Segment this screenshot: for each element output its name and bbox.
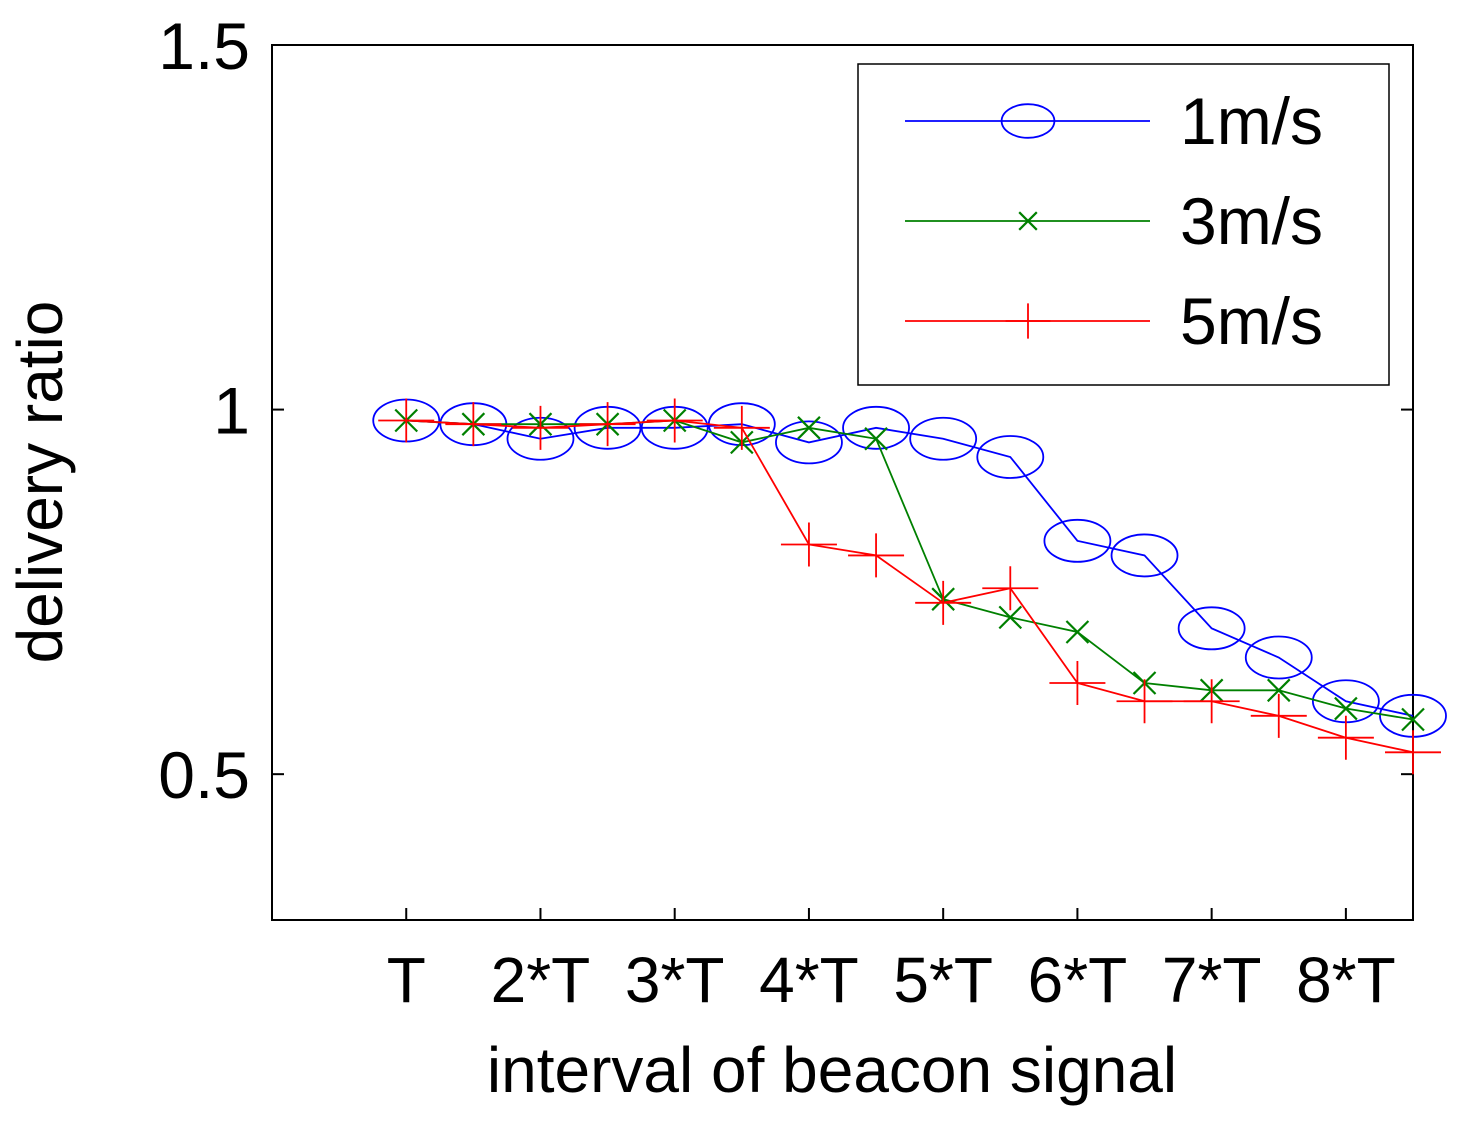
x-axis-label: interval of beacon signal <box>487 1034 1177 1106</box>
data-point-plus <box>1250 693 1307 738</box>
data-point-plus <box>1116 679 1173 724</box>
x-axis: T 2*T 3*T 4*T 5*T 6*T 7*T 8*T <box>387 908 1396 1016</box>
data-point-plus <box>445 402 502 447</box>
data-point-circle <box>842 405 910 450</box>
data-point-circle <box>1110 533 1179 578</box>
plot-area-frame <box>271 44 1414 921</box>
data-point-circle <box>1244 635 1313 680</box>
data-point-plus <box>378 398 435 443</box>
y-axis: 0.5 1 1.5 <box>158 9 1413 812</box>
data-point-plus <box>512 405 569 450</box>
data-point-plus <box>1183 679 1240 724</box>
data-point-plus <box>646 398 703 443</box>
data-point-x <box>864 426 888 451</box>
data-point-x <box>998 605 1023 630</box>
data-point-circle <box>1043 518 1112 563</box>
data-point-circle <box>909 416 978 461</box>
legend-label: 5m/s <box>1180 284 1323 358</box>
data-point-plus <box>713 405 770 450</box>
legend: 1m/s 3m/s 5m/s <box>857 63 1390 386</box>
data-point-plus <box>848 533 905 578</box>
data-point-x <box>1266 678 1291 703</box>
legend-item: 1m/s <box>905 84 1323 158</box>
series-5m/s <box>378 398 1441 775</box>
y-axis-label: delivery ratio <box>4 301 76 664</box>
data-point-plus <box>1385 730 1441 775</box>
data-point-circle <box>976 435 1045 479</box>
data-point-x <box>797 416 821 440</box>
data-point-plus <box>780 522 837 567</box>
x-tick-label: T <box>387 944 426 1016</box>
data-point-x <box>1334 696 1358 721</box>
x-tick-label: 5*T <box>893 944 993 1016</box>
x-tick-label: 4*T <box>759 944 859 1016</box>
y-tick-label: 1 <box>213 374 250 448</box>
data-point-x <box>1018 211 1038 231</box>
x-tick-label: 7*T <box>1162 944 1262 1016</box>
series-line <box>406 419 1414 717</box>
data-point-x <box>1401 707 1425 732</box>
data-point-circle <box>1000 103 1056 139</box>
legend-item: 5m/s <box>905 284 1323 358</box>
legend-box <box>857 63 1390 386</box>
data-point-plus <box>915 580 972 625</box>
x-tick-label: 6*T <box>1028 944 1128 1016</box>
legend-label: 3m/s <box>1180 184 1323 258</box>
series-line <box>406 419 1414 754</box>
series-line <box>406 419 1414 721</box>
data-point-plus <box>982 566 1039 611</box>
x-tick-label: 3*T <box>625 944 725 1016</box>
x-tick-label: 2*T <box>491 944 591 1016</box>
series-layer <box>372 398 1447 775</box>
data-point-plus <box>1049 661 1106 706</box>
data-point-circle <box>1177 606 1246 651</box>
y-tick-label: 1.5 <box>158 9 250 83</box>
data-point-x <box>1065 620 1090 644</box>
legend-label: 1m/s <box>1180 84 1323 158</box>
x-tick-label: 8*T <box>1296 944 1396 1016</box>
y-tick-label: 0.5 <box>158 738 250 812</box>
data-point-plus <box>579 402 636 447</box>
legend-item: 3m/s <box>905 184 1323 258</box>
data-point-plus <box>1005 303 1051 339</box>
data-point-plus <box>1317 715 1374 760</box>
data-point-circle <box>775 420 843 465</box>
